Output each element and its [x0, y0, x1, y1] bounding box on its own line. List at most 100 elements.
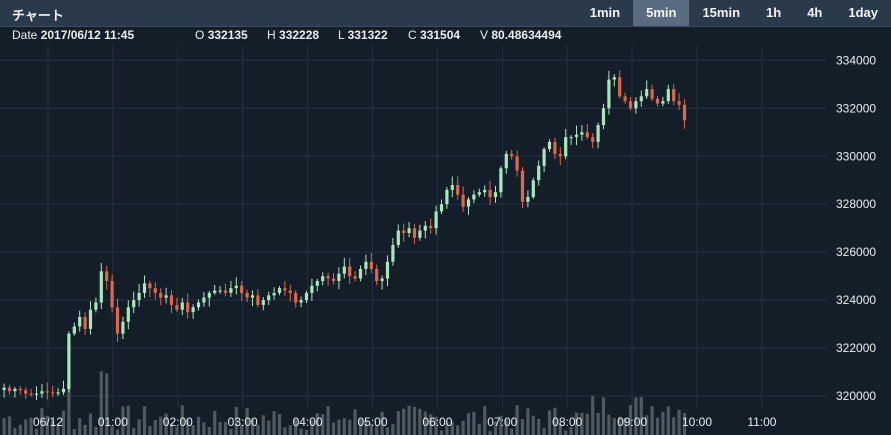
volume-bar	[396, 411, 400, 435]
volume-bar	[650, 406, 654, 435]
volume-bar	[34, 428, 39, 435]
y-tick-label: 330000	[836, 149, 876, 163]
volume-bar	[261, 415, 265, 435]
timeframe-button-1h[interactable]: 1h	[766, 5, 782, 20]
chart-title: チャート	[12, 8, 64, 23]
candle-body	[256, 295, 260, 305]
volume-bar	[488, 430, 492, 435]
volume-bar	[364, 419, 368, 435]
volume-bar	[574, 412, 579, 435]
candle-body	[121, 321, 125, 334]
volume-bar	[369, 424, 373, 435]
y-tick-label: 324000	[836, 293, 876, 307]
volume-bar	[272, 411, 276, 435]
volume-bar	[547, 410, 552, 435]
candle-body	[88, 309, 93, 329]
candle-body	[110, 280, 114, 308]
candle-body	[483, 189, 487, 193]
volume-bar	[175, 426, 179, 435]
candle-body	[137, 292, 141, 301]
volume-bar	[240, 424, 244, 435]
x-tick-label: 06/12	[33, 415, 63, 429]
volume-bar	[612, 418, 616, 435]
volume-bar	[196, 416, 201, 435]
volume-bar	[94, 426, 98, 435]
volume-bar	[2, 418, 6, 435]
candle-body	[407, 228, 411, 233]
candle-body	[585, 132, 589, 138]
candle-body	[105, 271, 109, 281]
candle-body	[418, 230, 422, 238]
candle-body	[461, 194, 465, 207]
candle-body	[283, 288, 287, 291]
candle-body	[450, 185, 454, 190]
volume-bar	[137, 419, 141, 435]
candle-body	[207, 292, 211, 298]
candle-body	[94, 302, 98, 310]
volume-bar	[256, 424, 260, 435]
candle-body	[672, 89, 676, 102]
candle-body	[504, 153, 508, 169]
volume-readout: V 80.48634494	[480, 28, 561, 42]
high-readout: H 332228	[267, 28, 319, 42]
x-tick-label: 06:00	[422, 415, 452, 429]
volume-bar	[515, 405, 519, 435]
candle-body	[547, 141, 552, 150]
candle-body	[180, 302, 184, 310]
candle-body	[229, 288, 233, 293]
volume-bar	[250, 418, 255, 435]
volume-bar	[569, 426, 573, 435]
volume-bar	[132, 427, 136, 435]
y-tick-label: 326000	[836, 245, 876, 259]
volume-bar	[418, 408, 422, 435]
y-tick-label: 332000	[836, 101, 876, 115]
candlestick-chart[interactable]: 320000 322000 324000 326000 328000 330000 3320…	[0, 46, 891, 435]
volume-bar	[331, 422, 336, 435]
volume-bar	[375, 424, 379, 435]
volume-bar	[72, 429, 76, 435]
candle-body	[115, 307, 120, 334]
candle-body	[175, 304, 179, 310]
volume-bar	[672, 417, 676, 435]
volume-bar	[542, 427, 546, 435]
timeframe-button-1day[interactable]: 1day	[848, 5, 878, 20]
volume-value: 80.48634494	[491, 28, 562, 42]
candle-body	[142, 283, 147, 293]
volume-bar	[596, 413, 600, 435]
volume-bar	[40, 408, 44, 435]
volume-bar	[180, 405, 184, 435]
candle-body	[315, 280, 319, 286]
candle-body	[159, 292, 163, 298]
volume-bar	[115, 429, 120, 435]
candle-body	[358, 268, 363, 279]
volume-bar	[423, 411, 427, 435]
timeframe-button-15min[interactable]: 15min	[702, 5, 741, 20]
volume-bar	[294, 419, 298, 435]
candle-body	[439, 204, 444, 212]
volume-bar	[623, 418, 627, 435]
timeframe-button-5min[interactable]: 5min	[633, 0, 690, 26]
volume-bar	[558, 424, 562, 435]
volume-bar	[310, 420, 314, 435]
volume-bar	[288, 425, 292, 435]
candle-body	[369, 261, 373, 269]
volume-bar	[655, 417, 660, 435]
candle-body	[250, 295, 255, 298]
chart-header: チャート 1min 5min 15min 1h 4h 1day	[0, 0, 891, 27]
volume-bar	[7, 416, 12, 435]
candle-body	[83, 316, 87, 329]
candle-body	[240, 285, 244, 293]
volume-bar	[229, 428, 233, 435]
timeframe-button-4h[interactable]: 4h	[807, 5, 823, 20]
volume-label: V	[480, 28, 489, 42]
volume-bar	[526, 408, 530, 435]
date-value: 2017/06/12 11:45	[40, 28, 135, 42]
volume-bar	[580, 412, 584, 435]
candle-body	[569, 137, 573, 139]
timeframe-button-1min[interactable]: 1min	[589, 5, 621, 20]
candle-body	[288, 290, 292, 293]
volume-bar	[105, 373, 109, 435]
x-tick-label: 03:00	[228, 415, 258, 429]
candle-body	[186, 302, 190, 313]
candle-body	[29, 393, 33, 395]
